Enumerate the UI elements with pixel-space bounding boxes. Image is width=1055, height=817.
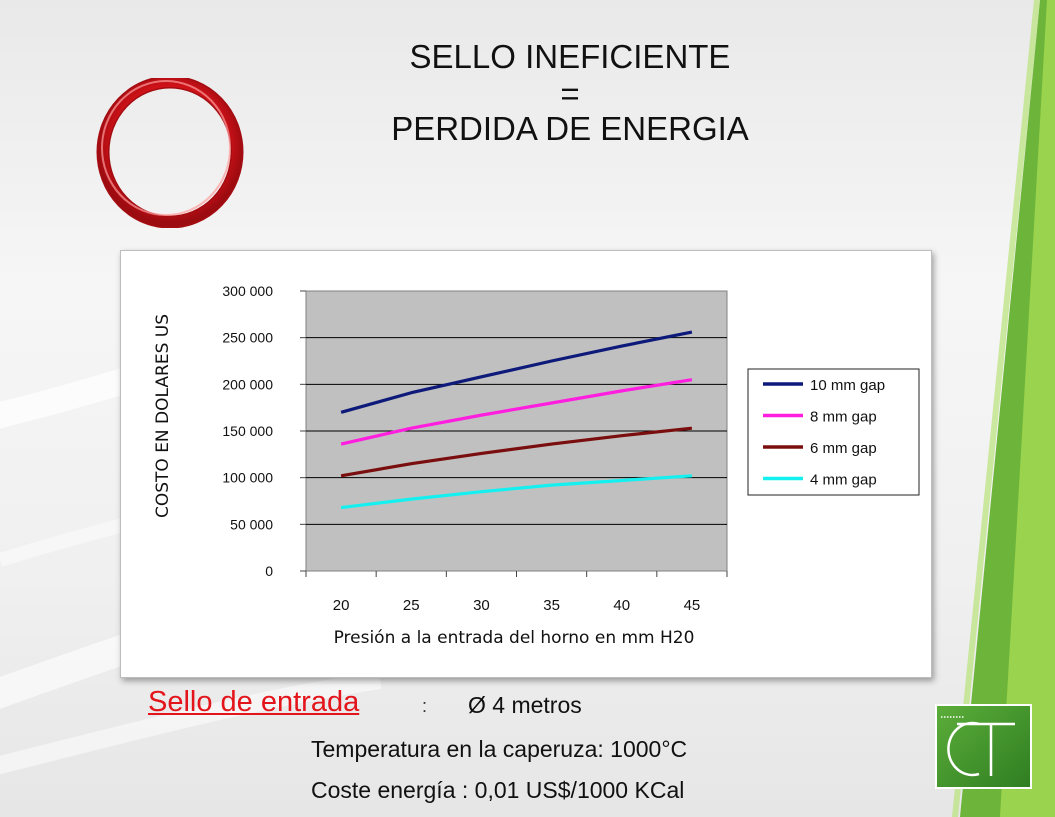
x-axis-label: Presión a la entrada del horno en mm H20 <box>334 628 695 648</box>
y-tick-label: 300 000 <box>222 283 273 299</box>
y-tick-label: 250 000 <box>222 330 273 346</box>
seal-label: Sello de entrada <box>148 686 360 718</box>
x-tick-label: 30 <box>473 597 490 614</box>
legend-label: 8 mm gap <box>810 409 877 426</box>
slide-title-line1: SELLO INEFICIENTE <box>409 38 731 75</box>
x-tick-label: 35 <box>543 597 560 614</box>
legend-label: 10 mm gap <box>810 377 885 394</box>
y-tick-label: 200 000 <box>222 376 273 392</box>
series-line-8-mm-gap <box>340 378 693 446</box>
seal-ring-icon <box>96 78 244 228</box>
chart-panel: 0 50 000 100 000 150 000 200 000 250 000 300 0… <box>120 250 932 678</box>
slide-title-equals: = <box>560 75 580 112</box>
y-tick-label: 50 000 <box>230 516 273 532</box>
legend-label: 4 mm gap <box>810 472 877 489</box>
x-tick-label: 25 <box>403 597 420 614</box>
seal-colon: : <box>422 696 428 716</box>
y-axis-label: COSTO EN DOLARES US <box>153 314 173 518</box>
legend-label: 6 mm gap <box>810 440 877 457</box>
series-line-6-mm-gap <box>340 426 693 478</box>
y-tick-label: 100 000 <box>222 470 273 486</box>
series-line-4-mm-gap <box>340 474 693 510</box>
energy-cost-line: Coste energía : 0,01 US$/1000 KCal <box>311 777 685 803</box>
chart-legend: 10 mm gap 8 mm gap 6 mm gap 4 mm gap <box>747 368 920 496</box>
series-line-10-mm-gap <box>340 330 693 414</box>
y-tick-label: 150 000 <box>222 423 273 439</box>
x-tick-label: 45 <box>684 597 701 614</box>
temperature-line: Temperatura en la caperuza: 1000°C <box>311 736 688 762</box>
line-chart: 0 50 000 100 000 150 000 200 000 250 000 300 0… <box>153 283 920 648</box>
x-tick-label: 40 <box>613 597 630 614</box>
x-tick-label: 20 <box>333 597 350 614</box>
seal-diameter: Ø 4 metros <box>468 692 582 718</box>
slide-title-line2: PERDIDA DE ENERGIA <box>391 110 749 147</box>
y-tick-label: 0 <box>265 563 273 579</box>
congreso-tecnico-logo <box>935 704 1032 789</box>
